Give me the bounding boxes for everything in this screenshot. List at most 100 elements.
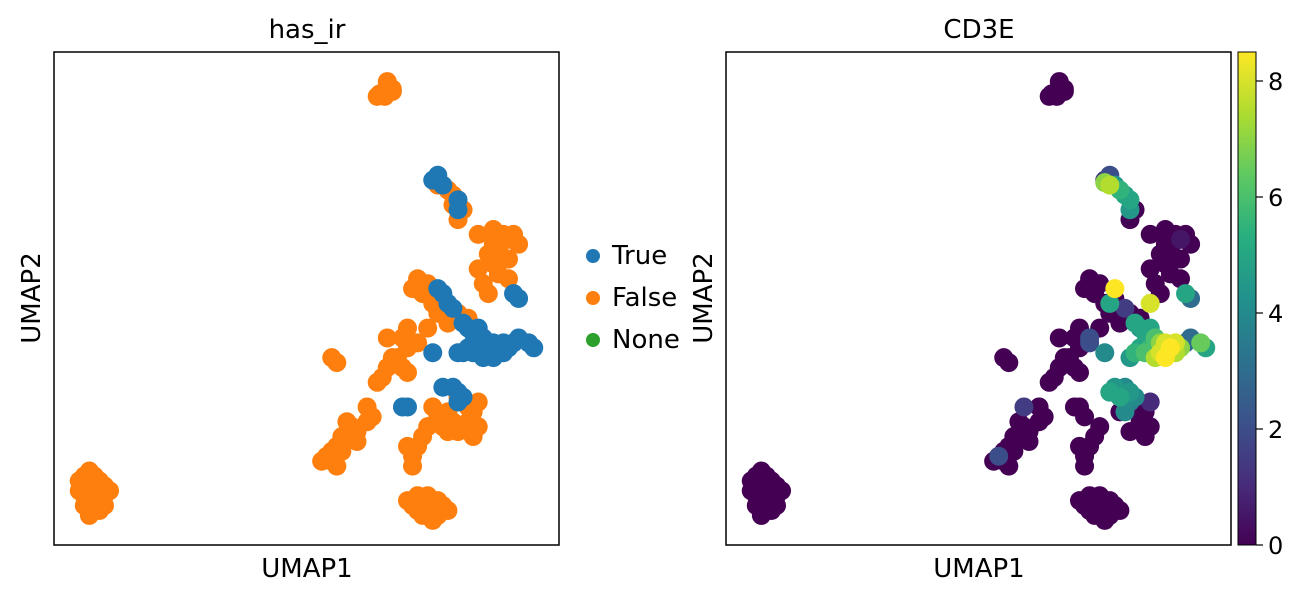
scatter-point xyxy=(1176,284,1196,304)
scatter-point-true xyxy=(524,338,544,358)
y-axis-label: UMAP2 xyxy=(689,252,719,343)
scatter-point-true xyxy=(478,343,498,363)
x-axis-label: UMAP1 xyxy=(933,554,1024,584)
scatter-point-false xyxy=(499,249,518,269)
scatter-point-true xyxy=(448,200,468,220)
legend-label-false: False xyxy=(612,283,677,313)
scatter-point-false xyxy=(312,451,332,471)
scatter-point-false xyxy=(499,269,518,289)
scatter-point-true xyxy=(433,175,453,195)
scatter-point xyxy=(1191,333,1211,353)
chart-title: has_ir xyxy=(269,15,346,45)
scatter-point-true xyxy=(448,343,468,363)
scatter-point-true xyxy=(509,289,529,308)
scatter-point xyxy=(1105,279,1125,299)
scatter-point xyxy=(1171,269,1190,289)
scatter-point xyxy=(1095,343,1115,363)
chart-title: CD3E xyxy=(943,15,1014,45)
scatter-point-false xyxy=(483,234,503,254)
scatter-point-false xyxy=(327,456,347,476)
scatter-panel-cd3e: CD3E UMAP1 UMAP2 0 2 4 6 8 xyxy=(689,15,1283,584)
scatter-point xyxy=(1090,417,1110,437)
legend-marker-false xyxy=(586,291,600,305)
scatter-point-false xyxy=(468,224,488,244)
scatter-point-false xyxy=(463,427,483,447)
scatter-point xyxy=(756,476,776,496)
scatter-point-false xyxy=(84,476,104,496)
scatter-point xyxy=(1019,431,1039,451)
scatter-point-false xyxy=(468,259,488,279)
scatter-point-false xyxy=(74,496,94,516)
scatter-point-false xyxy=(438,500,458,520)
scatter-point-false xyxy=(69,471,89,491)
scatter-point-false xyxy=(478,284,498,304)
point-group xyxy=(69,72,544,530)
scatter-point xyxy=(1110,500,1130,520)
legend-marker-true xyxy=(586,249,600,263)
scatter-point-false xyxy=(367,372,387,392)
scatter-point xyxy=(1171,249,1190,269)
colorbar-tick-label: 6 xyxy=(1268,184,1283,212)
scatter-point-true xyxy=(398,397,417,417)
scatter-point xyxy=(1140,293,1160,313)
colorbar-tick-label: 4 xyxy=(1268,300,1283,328)
scatter-point-true xyxy=(428,279,448,299)
colorbar-tick-label: 2 xyxy=(1268,416,1283,444)
legend-label-true: True xyxy=(611,241,667,271)
scatter-point xyxy=(1100,175,1120,195)
scatter-point xyxy=(1049,328,1069,348)
scatter-point xyxy=(1115,402,1135,422)
scatter-point-false xyxy=(403,456,423,476)
scatter-point-false xyxy=(347,431,367,451)
scatter-point-false xyxy=(398,362,417,382)
scatter-point xyxy=(1140,224,1160,244)
scatter-point-false xyxy=(377,328,397,348)
scatter-point-true xyxy=(423,343,443,363)
scatter-point-false xyxy=(382,79,402,99)
scatter-point xyxy=(1039,86,1059,106)
scatter-point-false xyxy=(468,392,488,412)
scatter-point xyxy=(1070,436,1089,456)
scatter-point xyxy=(999,353,1019,373)
colorbar-tick-label: 0 xyxy=(1268,532,1283,560)
scatter-point-true xyxy=(438,293,458,313)
scatter-point xyxy=(1075,456,1095,476)
scatter-point xyxy=(1171,229,1190,249)
scatter-point-false xyxy=(398,436,417,456)
scatter-point xyxy=(1155,234,1175,254)
scatter-panel-has-ir: has_ir UMAP1 UMAP2 True False None xyxy=(17,15,680,584)
scatter-point xyxy=(1070,362,1089,382)
scatter-point xyxy=(1115,298,1135,318)
scatter-point-false xyxy=(327,353,347,373)
scatter-point xyxy=(1014,397,1034,417)
scatter-point xyxy=(989,446,1009,466)
scatter-point xyxy=(1080,328,1100,348)
scatter-point-false xyxy=(398,318,417,338)
scatter-point xyxy=(1075,279,1095,299)
scatter-point xyxy=(746,496,766,516)
scatter-point xyxy=(1155,348,1175,368)
plot-frame xyxy=(725,51,1232,546)
scatter-point xyxy=(772,481,792,501)
scatter-point-false xyxy=(418,486,438,506)
y-axis-label: UMAP2 xyxy=(17,252,47,343)
legend-label-none: None xyxy=(612,325,680,355)
colorbar-ticks: 0 2 4 6 8 xyxy=(1256,68,1283,560)
scatter-point-false xyxy=(408,333,428,353)
colorbar: 0 2 4 6 8 xyxy=(1237,51,1283,560)
scatter-point xyxy=(1070,491,1089,511)
scatter-point xyxy=(767,496,786,516)
scatter-point-true xyxy=(448,392,468,412)
scatter-point xyxy=(1135,427,1155,447)
scatter-point-false xyxy=(509,234,529,254)
scatter-point-false xyxy=(95,496,114,516)
scatter-point xyxy=(1054,79,1074,99)
legend: True False None xyxy=(586,241,680,355)
colorbar-gradient xyxy=(1237,51,1257,546)
scatter-point-false xyxy=(367,86,387,106)
x-axis-label: UMAP1 xyxy=(261,554,352,584)
scatter-point xyxy=(1120,422,1140,442)
scatter-point xyxy=(1100,293,1120,313)
scatter-point-false xyxy=(100,481,120,501)
